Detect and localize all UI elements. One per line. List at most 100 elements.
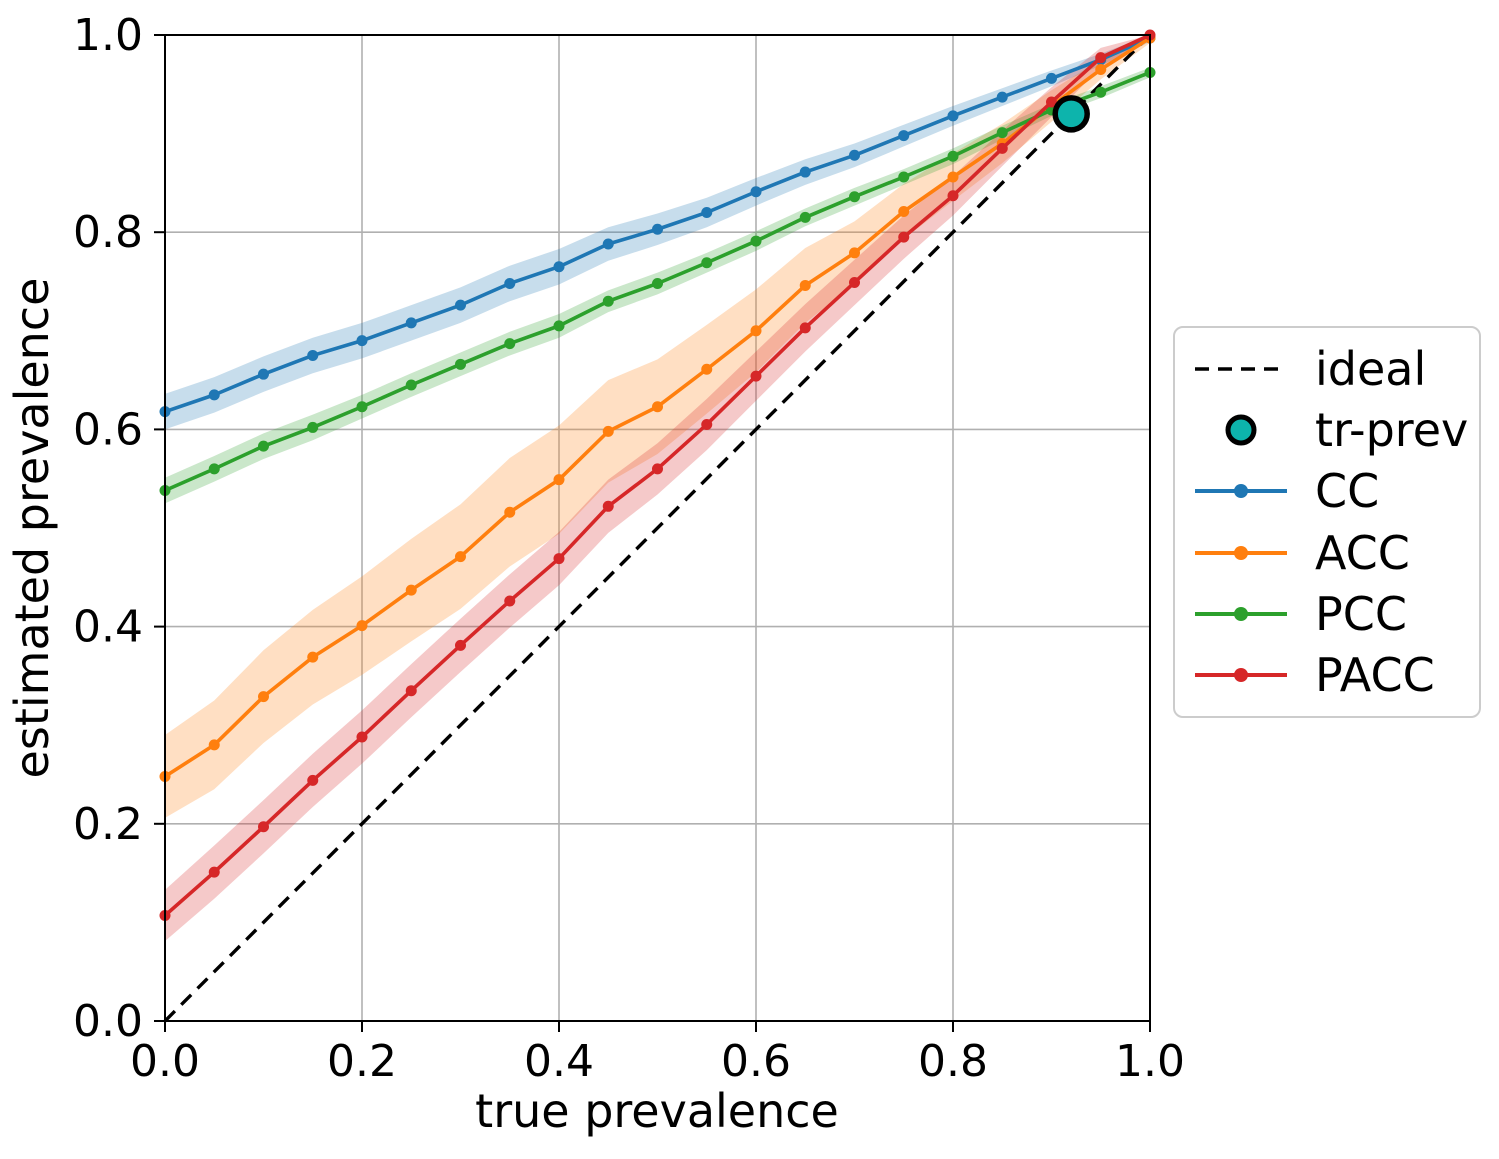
series-marker-PACC	[947, 190, 959, 202]
series-marker-PACC	[1095, 52, 1107, 64]
circle-marker-icon	[1225, 414, 1257, 446]
series-marker-PCC	[799, 211, 811, 223]
y-axis-label: estimated prevalence	[5, 277, 59, 779]
series-marker-PCC	[701, 257, 713, 269]
series-marker-CC	[849, 149, 860, 161]
series-marker-CC	[652, 223, 663, 235]
legend-label-pcc: PCC	[1315, 586, 1407, 641]
series-marker-PCC	[898, 171, 910, 183]
y-tick-label: 0.2	[73, 799, 143, 850]
legend-label-pacc: PACC	[1315, 648, 1435, 703]
series-marker-PCC	[356, 401, 368, 413]
series-marker-PACC	[849, 276, 860, 288]
legend-label-cc: CC	[1315, 464, 1380, 519]
series-marker-PCC	[553, 320, 565, 332]
series-marker-ACC	[750, 325, 762, 337]
tr-prev-marker	[1052, 95, 1090, 133]
series-marker-PCC	[652, 277, 663, 289]
series-marker-ACC	[898, 205, 910, 217]
x-tick-label: 0.6	[721, 1036, 791, 1087]
series-marker-PACC	[258, 821, 269, 833]
series-marker-CC	[947, 110, 959, 122]
line-marker-icon-pacc	[1195, 668, 1287, 683]
series-marker-CC	[356, 335, 368, 347]
series-marker-ACC	[504, 506, 516, 518]
series-marker-ACC	[849, 247, 860, 259]
legend-item-ideal: ideal	[1191, 346, 1479, 392]
series-marker-PCC	[307, 421, 319, 433]
legend-item-acc: ACC	[1191, 530, 1479, 576]
series-marker-ACC	[307, 651, 319, 663]
series-marker-ACC	[1095, 64, 1107, 76]
x-tick-label: 0.4	[524, 1036, 594, 1087]
legend-item-pcc: PCC	[1191, 591, 1479, 637]
series-marker-ACC	[356, 620, 368, 632]
legend-label-ideal: ideal	[1315, 341, 1427, 396]
dashed-line-icon	[1195, 366, 1287, 371]
series-marker-PACC	[898, 231, 910, 243]
x-axis-label: true prevalence	[475, 1084, 839, 1138]
series-marker-PACC	[455, 639, 466, 651]
series-marker-ACC	[208, 739, 220, 751]
legend-item-cc: CC	[1191, 468, 1479, 514]
x-tick-label: 1.0	[1115, 1036, 1185, 1087]
line-marker-icon-pcc	[1195, 606, 1287, 621]
series-marker-ACC	[602, 425, 614, 437]
series-marker-ACC	[947, 171, 959, 183]
plot-border	[164, 34, 1151, 1022]
series-marker-ACC	[652, 401, 663, 413]
series-marker-PCC	[996, 127, 1008, 139]
series-marker-PCC	[849, 191, 860, 203]
series-marker-CC	[602, 238, 614, 250]
series-marker-PACC	[553, 553, 565, 565]
x-tick-label: 0.2	[327, 1036, 397, 1087]
series-marker-PACC	[799, 322, 811, 334]
series-marker-CC	[504, 277, 516, 289]
series-marker-PACC	[602, 500, 614, 512]
legend-item-pacc: PACC	[1191, 652, 1479, 698]
series-marker-PACC	[996, 142, 1008, 154]
x-tick-label: 0.8	[918, 1036, 988, 1087]
y-tick-label: 0.8	[73, 207, 143, 258]
band-PACC	[165, 35, 1150, 942]
series-marker-CC	[553, 261, 565, 273]
series-marker-CC	[996, 91, 1008, 103]
legend-item-tr-prev: tr-prev	[1191, 407, 1479, 453]
series-marker-ACC	[553, 474, 565, 486]
series-marker-PCC	[208, 463, 220, 475]
series-marker-CC	[258, 368, 269, 380]
series-marker-CC	[208, 389, 220, 401]
y-tick-label: 0.6	[73, 404, 143, 455]
series-marker-CC	[405, 317, 417, 329]
series-marker-PACC	[1046, 96, 1057, 108]
legend-label-tr-prev: tr-prev	[1315, 402, 1469, 457]
series-marker-ACC	[799, 279, 811, 291]
series-marker-CC	[455, 299, 466, 311]
series-marker-PACC	[307, 774, 319, 786]
series-marker-PACC	[356, 731, 368, 743]
series-marker-PCC	[947, 150, 959, 162]
x-tick-label: 0.0	[130, 1036, 200, 1087]
series-marker-PACC	[405, 685, 417, 697]
series-marker-PCC	[602, 295, 614, 307]
ideal-line	[163, 33, 1152, 1023]
series-marker-CC	[898, 130, 910, 142]
series-marker-PCC	[750, 235, 762, 247]
series-marker-CC	[1046, 72, 1057, 84]
series-marker-CC	[750, 186, 762, 198]
series-marker-CC	[307, 349, 319, 361]
legend-label-acc: ACC	[1315, 525, 1410, 580]
series-marker-PACC	[504, 595, 516, 607]
line-marker-icon-cc	[1195, 484, 1287, 499]
series-marker-CC	[701, 206, 713, 218]
series-marker-PCC	[1095, 86, 1107, 98]
series-marker-ACC	[258, 691, 269, 703]
band-ACC	[165, 35, 1150, 818]
series-marker-ACC	[405, 584, 417, 596]
series-marker-PACC	[701, 418, 713, 430]
legend: ideal tr-prev CC ACC	[1173, 326, 1481, 718]
series-marker-CC	[799, 166, 811, 178]
y-tick-label: 0.4	[73, 602, 143, 653]
